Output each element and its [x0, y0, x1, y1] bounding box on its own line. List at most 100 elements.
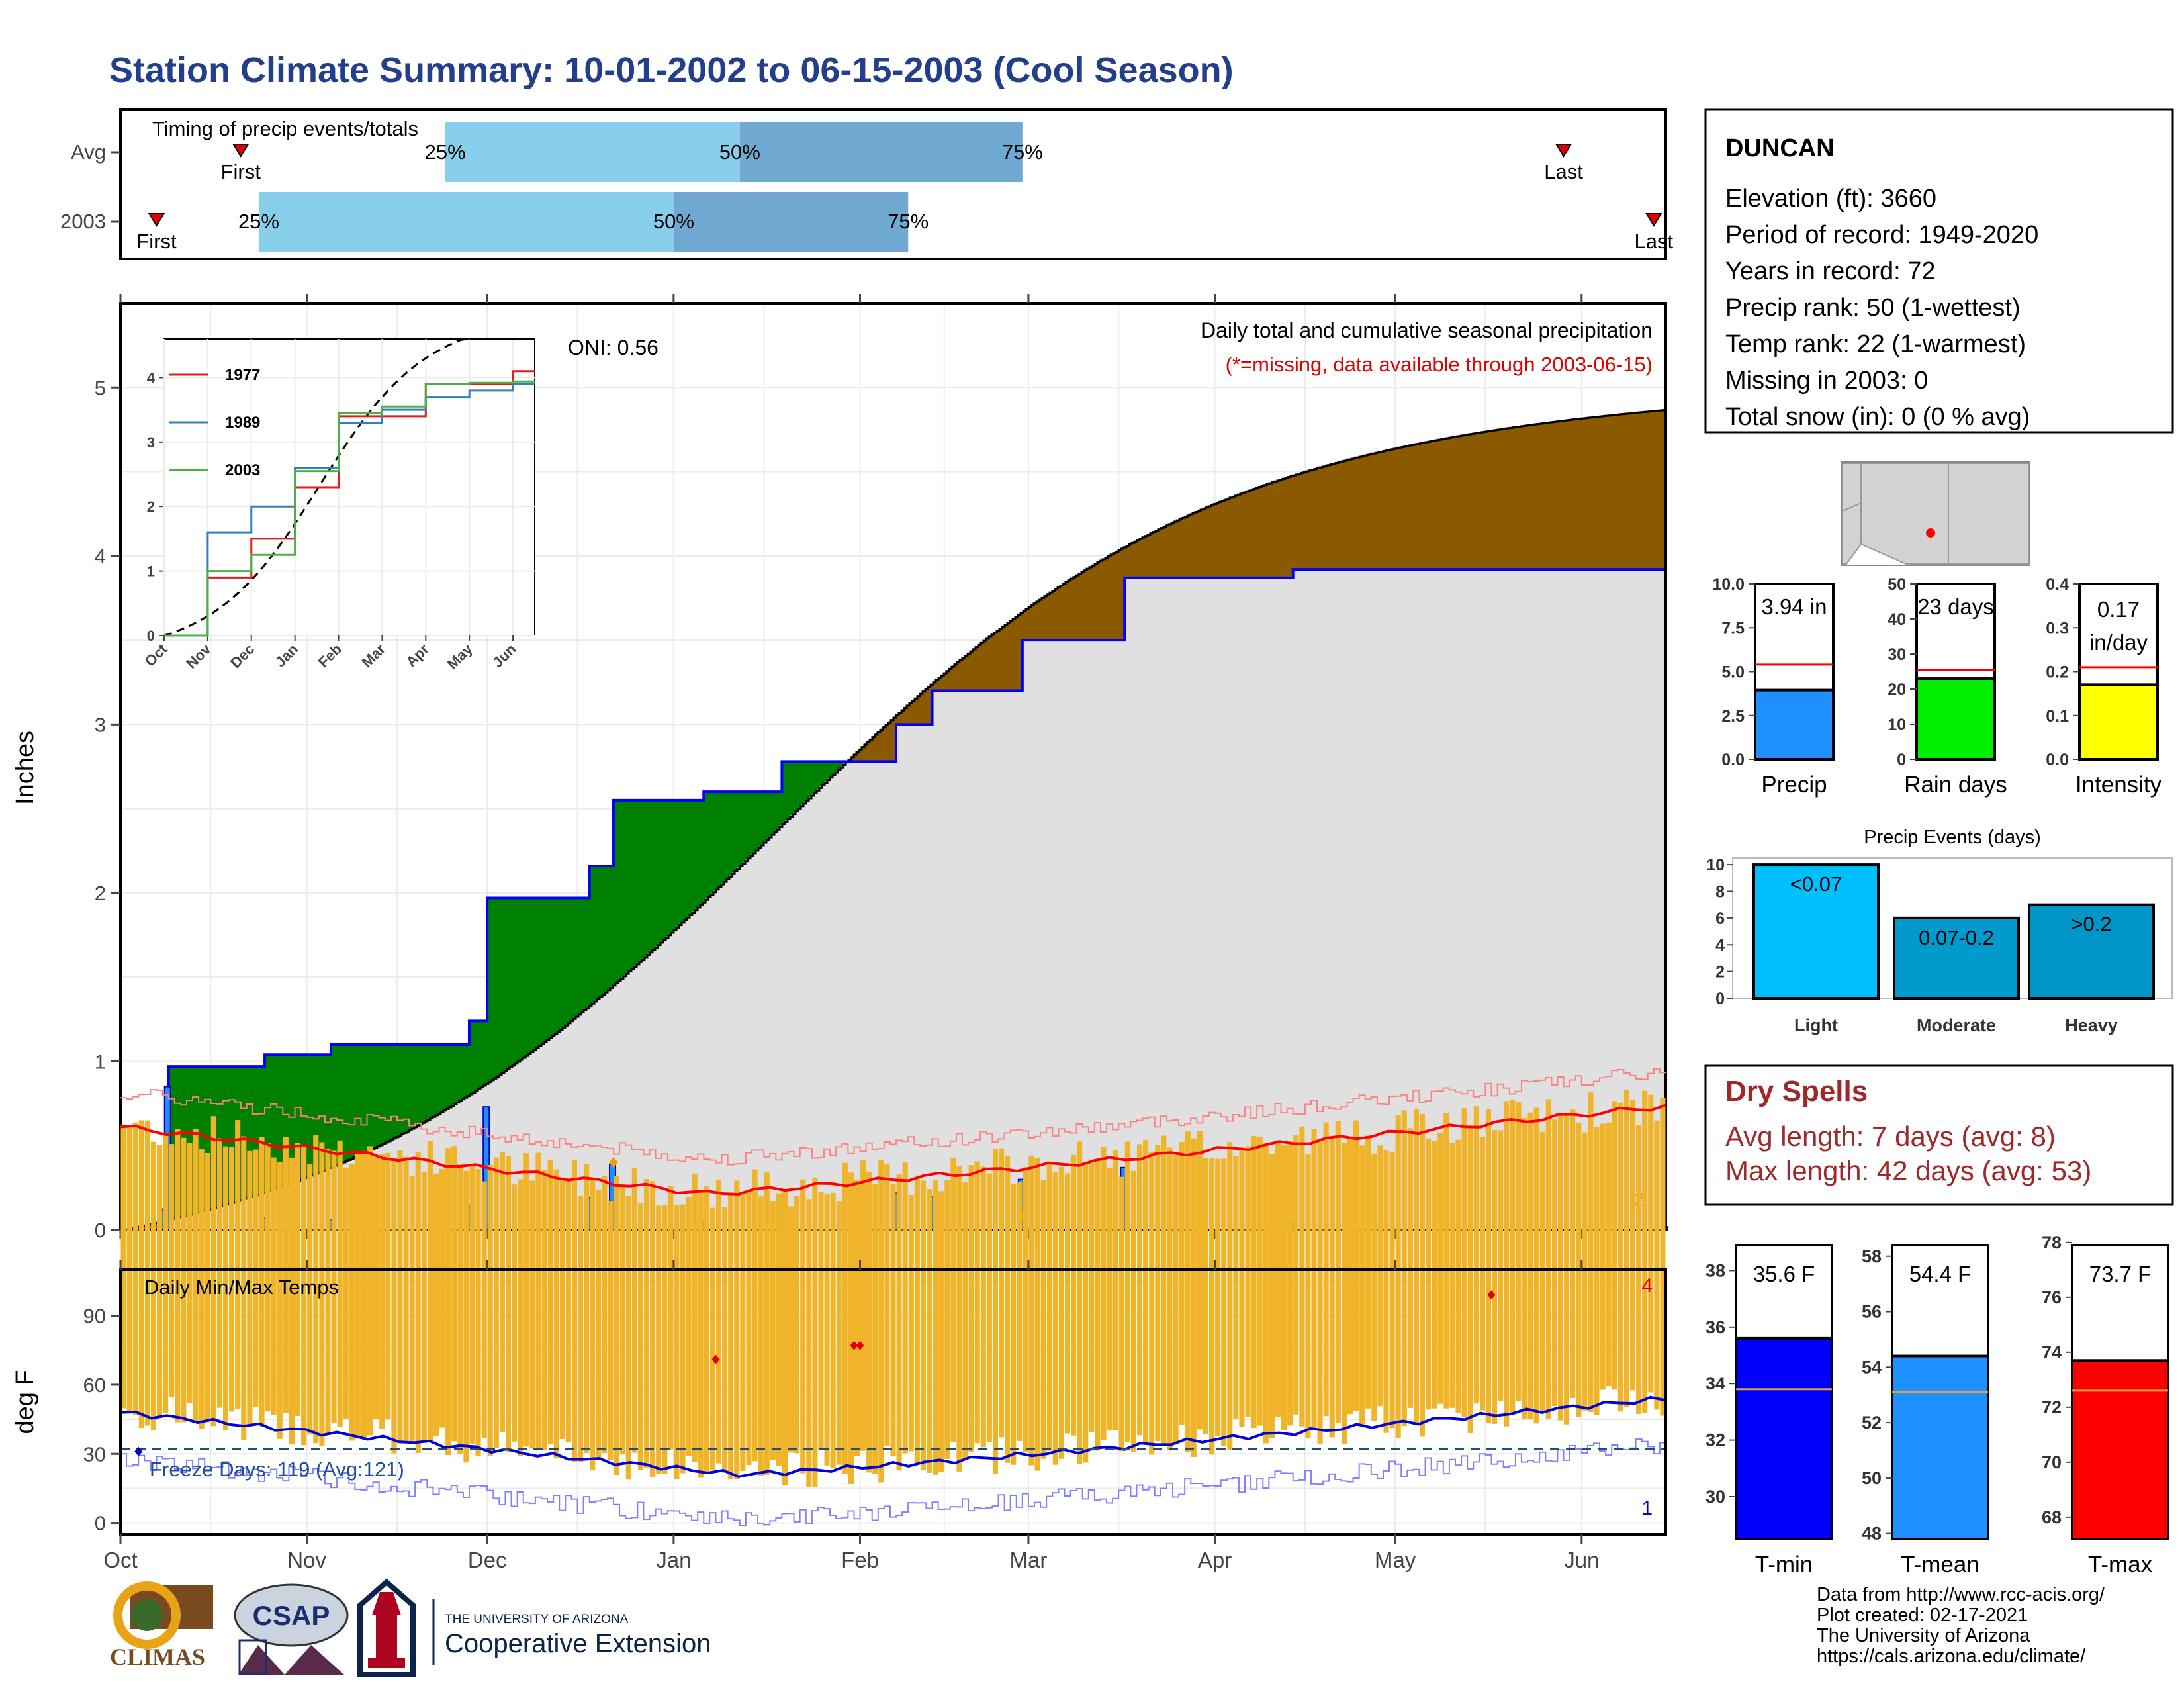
precip-base-fill: [221, 1205, 224, 1230]
precip-base-fill: [1569, 569, 1572, 1230]
first-event-marker: [232, 144, 250, 158]
precip-surplus-fill: [187, 1066, 190, 1215]
precip-surplus-fill: [340, 1045, 343, 1163]
precip-base-fill: [1656, 569, 1659, 1230]
precip-base-fill: [960, 690, 963, 1230]
precip-base-fill: [544, 1041, 547, 1230]
first-event-marker: [148, 213, 165, 227]
precip-base-fill: [703, 901, 706, 1230]
precip-deficit-fill: [1410, 445, 1413, 570]
precip-deficit-fill: [1616, 414, 1619, 570]
precip-surplus-fill: [324, 1055, 328, 1170]
precip-base-fill: [1497, 569, 1500, 1230]
precip-deficit-fill: [1301, 472, 1304, 570]
summary-y-tick-label: 48: [1862, 1524, 1882, 1544]
precip-y-tick-label: 3: [95, 713, 106, 736]
precip-surplus-fill: [584, 898, 587, 1009]
precip-deficit-fill: [1452, 437, 1455, 570]
precip-surplus-fill: [774, 792, 778, 831]
precip-base-fill: [687, 916, 690, 1230]
precip-deficit-fill: [1391, 449, 1394, 570]
precip-surplus-fill: [229, 1066, 232, 1203]
precip-y-tick-label: 1: [95, 1050, 106, 1073]
summary-value-label: 3.94 in: [1761, 594, 1827, 619]
precip-base-fill: [1505, 569, 1508, 1230]
precip-deficit-fill: [1306, 471, 1310, 570]
precip-deficit-fill: [923, 690, 926, 725]
daily-temp-bar: [1527, 1112, 1533, 1420]
precip-base-fill: [774, 831, 778, 1230]
precip-deficit-fill: [1624, 414, 1627, 570]
precip-base-fill: [1235, 577, 1238, 1230]
precip-deficit-fill: [899, 712, 902, 725]
precip-deficit-fill: [1481, 432, 1484, 570]
daily-temp-bar: [547, 1160, 553, 1445]
daily-temp-bar: [1377, 1145, 1383, 1407]
precip-surplus-fill: [412, 1045, 415, 1129]
precip-deficit-fill: [1230, 497, 1233, 578]
precip-surplus-fill: [666, 800, 669, 937]
precip-deficit-fill: [1489, 430, 1492, 570]
daily-temp-bar: [241, 1136, 247, 1440]
daily-temp-bar: [734, 1180, 740, 1479]
precip-surplus-fill: [568, 898, 571, 1023]
precip-deficit-fill: [928, 686, 931, 725]
station-elevation: Elevation (ft): 3660: [1725, 185, 1936, 212]
summary-y-tick-label: 0.0: [2046, 751, 2069, 769]
precip-base-fill: [1137, 577, 1140, 1230]
precip-deficit-fill: [983, 639, 987, 691]
precip-deficit-fill: [936, 679, 939, 691]
precip-base-fill: [761, 844, 764, 1230]
daily-temp-bar: [349, 1164, 355, 1441]
precip-event-category: Heavy: [2065, 1015, 2118, 1035]
precip-surplus-fill: [536, 898, 539, 1047]
credit-line-2: Plot created: 02-17-2021: [1817, 1605, 2028, 1626]
precip-surplus-fill: [713, 792, 717, 891]
precip-base-fill: [496, 1076, 500, 1230]
daily-temp-bar: [860, 1160, 866, 1451]
precip-base-fill: [756, 849, 759, 1230]
daily-temp-bar: [715, 1179, 722, 1464]
precip-deficit-fill: [994, 632, 997, 691]
precip-deficit-fill: [1571, 419, 1574, 570]
daily-temp-bar: [445, 1148, 451, 1456]
precip-base-fill: [848, 761, 852, 1230]
precip-surplus-fill: [383, 1045, 386, 1143]
precip-deficit-fill: [1203, 508, 1206, 578]
map-state-newmexico: [1948, 463, 2029, 565]
precip-surplus-fill: [425, 1045, 428, 1121]
precip-base-fill: [1283, 577, 1286, 1230]
precip-events-chart: Precip Events (days) 0 2 4 6 8 10 <0.07 Light 0.…: [1706, 827, 2173, 1035]
precip-base-fill: [1441, 569, 1445, 1230]
precip-surplus-fill: [841, 761, 844, 767]
daily-temp-bar: [1533, 1107, 1539, 1424]
timing-bar-25-50: [258, 192, 674, 252]
daily-temp-bar: [1510, 1100, 1516, 1413]
precip-base-fill: [518, 1060, 521, 1230]
precip-base-fill: [1550, 569, 1553, 1230]
precip-base-fill: [1203, 577, 1206, 1230]
precip-base-fill: [1036, 640, 1040, 1230]
precip-base-fill: [1428, 569, 1432, 1230]
summary-bar-intensity: 0.0 0.1 0.2 0.3 0.4 0.17 in/day Intensity: [2046, 575, 2161, 798]
precip-deficit-fill: [1494, 430, 1498, 570]
precip-deficit-fill: [976, 646, 979, 691]
precip-base-fill: [1481, 569, 1484, 1230]
precip-base-fill: [695, 908, 698, 1230]
precip-surplus-fill: [255, 1066, 259, 1196]
precip-deficit-fill: [1185, 516, 1188, 578]
precip-deficit-fill: [1471, 434, 1474, 570]
precip-surplus-fill: [809, 761, 812, 798]
precip-surplus-fill: [838, 761, 841, 769]
precip-base-fill: [1449, 569, 1453, 1230]
daily-temp-bar: [1124, 1141, 1130, 1443]
precip-surplus-fill: [811, 761, 815, 795]
daily-temp-bar: [541, 1170, 547, 1451]
summary-y-tick-label: 72: [2042, 1397, 2062, 1417]
precip-deficit-fill: [1261, 485, 1265, 578]
precip-deficit-fill: [1563, 420, 1567, 570]
precip-base-fill: [1039, 640, 1042, 1230]
precip-surplus-fill: [478, 1021, 481, 1088]
precip-event-bar: [1752, 863, 1880, 1000]
precip-surplus-fill: [269, 1055, 272, 1191]
